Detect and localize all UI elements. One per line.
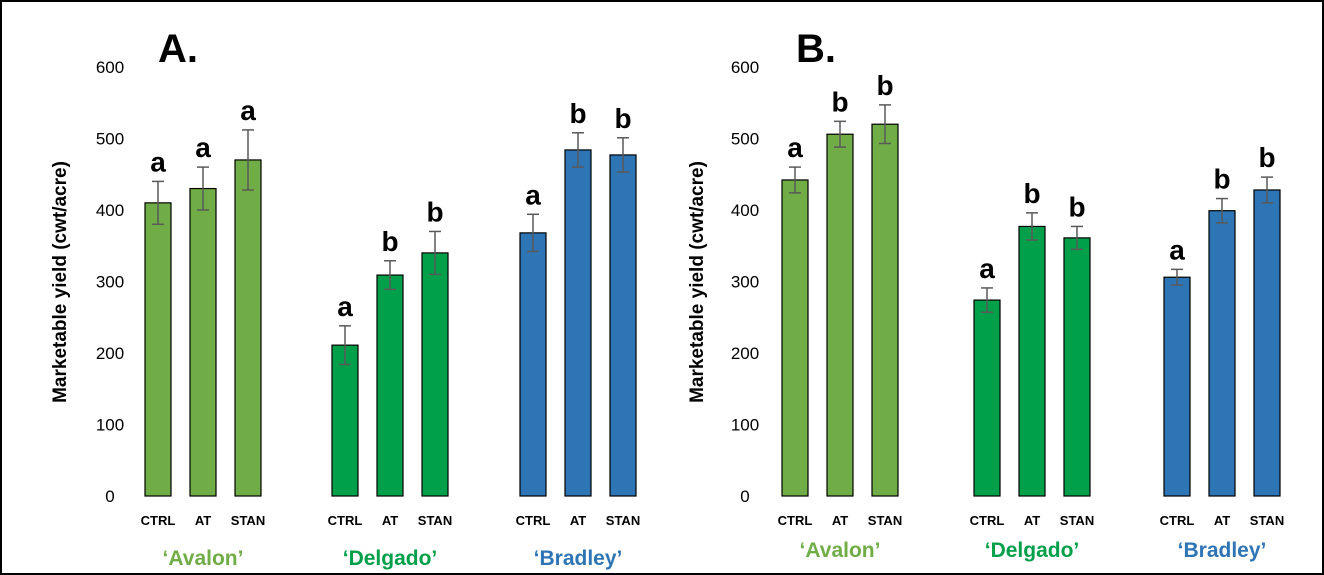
significance-letter: a bbox=[979, 253, 995, 284]
significance-letter: b bbox=[1258, 142, 1275, 173]
x-tick-label: STAN bbox=[418, 513, 452, 528]
x-tick-label: AT bbox=[832, 513, 848, 528]
y-tick-label: 600 bbox=[96, 58, 124, 77]
x-tick-label: AT bbox=[195, 513, 211, 528]
x-tick-label: AT bbox=[382, 513, 398, 528]
significance-letter: a bbox=[240, 95, 256, 126]
y-tick-label: 200 bbox=[96, 344, 124, 363]
x-tick-label: CTRL bbox=[516, 513, 551, 528]
significance-letter: b bbox=[569, 98, 586, 129]
x-tick-label: AT bbox=[570, 513, 586, 528]
x-tick-label: CTRL bbox=[141, 513, 176, 528]
bar bbox=[1163, 276, 1191, 497]
bar bbox=[781, 179, 809, 497]
x-tick-label: STAN bbox=[1250, 513, 1284, 528]
x-tick-label: CTRL bbox=[970, 513, 1005, 528]
significance-letter: b bbox=[426, 196, 443, 227]
cultivar-label: ‘Bradley’ bbox=[1178, 539, 1267, 562]
x-tick-label: CTRL bbox=[778, 513, 813, 528]
y-axis-title: Marketable yield (cwt/acre) bbox=[687, 161, 708, 403]
y-tick-label: 200 bbox=[731, 344, 759, 363]
bar bbox=[973, 299, 1001, 497]
cultivar-label: ‘Delgado’ bbox=[985, 539, 1080, 562]
y-axis-title: Marketable yield (cwt/acre) bbox=[50, 161, 71, 403]
x-tick-label: CTRL bbox=[1160, 513, 1195, 528]
significance-letter: a bbox=[787, 132, 803, 163]
x-tick-label: STAN bbox=[1060, 513, 1094, 528]
bar bbox=[1018, 225, 1046, 497]
significance-letter: b bbox=[614, 103, 631, 134]
significance-letter: b bbox=[1068, 191, 1085, 222]
significance-letter: a bbox=[337, 291, 353, 322]
y-tick-label: 500 bbox=[96, 130, 124, 149]
y-tick-label: 300 bbox=[96, 273, 124, 292]
cultivar-label: ‘Delgado’ bbox=[343, 547, 438, 570]
cultivar-label: ‘Bradley’ bbox=[534, 547, 623, 570]
y-tick-label: 400 bbox=[731, 201, 759, 220]
x-tick-label: AT bbox=[1214, 513, 1230, 528]
bar bbox=[564, 149, 592, 497]
cultivar-label: ‘Avalon’ bbox=[163, 547, 244, 570]
y-tick-label: 0 bbox=[740, 487, 749, 506]
significance-letter: b bbox=[381, 226, 398, 257]
significance-letter: a bbox=[150, 146, 166, 177]
x-tick-label: STAN bbox=[231, 513, 265, 528]
x-tick-label: STAN bbox=[606, 513, 640, 528]
bar bbox=[421, 252, 449, 497]
bar bbox=[144, 202, 172, 497]
significance-letter: a bbox=[525, 179, 541, 210]
cultivar-label: ‘Avalon’ bbox=[800, 539, 881, 562]
x-tick-label: AT bbox=[1024, 513, 1040, 528]
significance-letter: b bbox=[1213, 164, 1230, 195]
x-tick-label: CTRL bbox=[328, 513, 363, 528]
panel-label: B. bbox=[796, 27, 836, 71]
panel-label: A. bbox=[158, 27, 198, 71]
y-tick-label: 100 bbox=[96, 416, 124, 435]
y-tick-label: 300 bbox=[731, 273, 759, 292]
bar bbox=[1253, 189, 1281, 497]
bar bbox=[189, 187, 217, 497]
y-tick-label: 500 bbox=[731, 130, 759, 149]
bar bbox=[871, 123, 899, 497]
x-tick-label: STAN bbox=[868, 513, 902, 528]
significance-letter: b bbox=[876, 70, 893, 101]
y-tick-label: 100 bbox=[731, 416, 759, 435]
bar bbox=[609, 154, 637, 497]
significance-letter: b bbox=[1023, 178, 1040, 209]
bar bbox=[234, 159, 262, 497]
significance-letter: b bbox=[831, 86, 848, 117]
y-tick-label: 0 bbox=[105, 487, 114, 506]
bar bbox=[1063, 237, 1091, 497]
bar bbox=[1208, 210, 1236, 497]
bar bbox=[331, 344, 359, 497]
significance-letter: a bbox=[195, 132, 211, 163]
bar bbox=[826, 133, 854, 497]
y-tick-label: 400 bbox=[96, 201, 124, 220]
bar bbox=[376, 274, 404, 497]
significance-letter: a bbox=[1169, 234, 1185, 265]
bar bbox=[519, 232, 547, 497]
y-tick-label: 600 bbox=[731, 58, 759, 77]
